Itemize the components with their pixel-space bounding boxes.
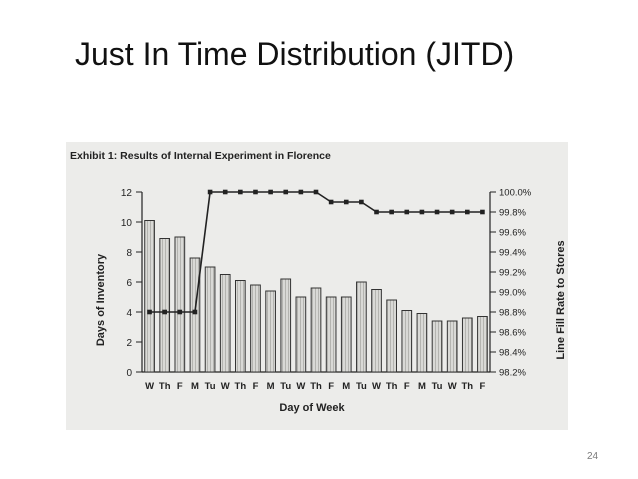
y-tick-label: 8 <box>126 248 132 259</box>
inventory-bar <box>325 296 337 373</box>
inventory-bar <box>265 290 276 373</box>
chart-frame: Exhibit 1: Results of Internal Experimen… <box>66 142 568 430</box>
inventory-bar <box>446 320 458 373</box>
y2-tick-label: 98.6% <box>499 328 526 339</box>
x-tick-label: W <box>372 381 381 392</box>
inventory-bar <box>174 236 186 373</box>
inventory-bar <box>416 313 428 373</box>
fill-rate-point <box>147 309 152 315</box>
y-axis-label: Days of Inventory <box>95 253 107 346</box>
x-tick-label: M <box>191 381 199 392</box>
x-tick-label: F <box>404 381 410 392</box>
inventory-bar <box>280 278 292 373</box>
inventory-bar <box>340 296 352 373</box>
x-tick-label: M <box>418 381 426 392</box>
chart-title: Exhibit 1: Results of Internal Experimen… <box>70 150 331 162</box>
x-tick-label: F <box>480 381 486 392</box>
inventory-bar <box>371 289 382 373</box>
fill-rate-point <box>177 309 183 315</box>
y2-tick-label: 98.8% <box>499 308 526 319</box>
inventory-bar <box>189 257 201 373</box>
x-tick-label: Tu <box>356 381 367 392</box>
inventory-bar <box>204 266 216 373</box>
inventory-bar <box>144 220 155 373</box>
x-tick-label: W <box>145 381 154 392</box>
inventory-fill-rate-chart: Exhibit 1: Results of Internal Experimen… <box>70 150 567 414</box>
inventory-bar <box>477 316 488 373</box>
x-tick-label: M <box>267 381 275 392</box>
x-tick-label: Th <box>461 381 473 392</box>
x-tick-label: F <box>328 381 334 392</box>
fill-rate-point <box>283 189 289 195</box>
y2-tick-label: 99.4% <box>499 248 526 259</box>
y2-tick-label: 99.6% <box>499 228 526 239</box>
inventory-bar <box>461 317 473 373</box>
y2-tick-label: 100.0% <box>499 188 532 199</box>
x-tick-label: M <box>342 381 350 392</box>
slide-title: Just In Time Distribution (JITD) <box>75 36 515 72</box>
x-tick-label: W <box>221 381 230 392</box>
fill-rate-point <box>359 199 364 205</box>
fill-rate-point <box>313 189 319 195</box>
fill-rate-point <box>298 189 304 195</box>
x-tick-label: F <box>177 381 183 392</box>
x-tick-label: Th <box>159 381 171 392</box>
y-tick-label: 4 <box>126 308 132 319</box>
inventory-bar <box>356 281 367 373</box>
y2-axis-label: Line Fill Rate to Stores <box>555 240 567 359</box>
fill-rate-point <box>480 209 485 215</box>
inventory-bar <box>219 274 231 373</box>
y-tick-label: 12 <box>121 188 133 199</box>
fill-rate-point <box>419 209 425 215</box>
x-axis-label: Day of Week <box>279 402 345 414</box>
fill-rate-point <box>449 209 455 215</box>
x-tick-label: Th <box>310 381 322 392</box>
x-tick-label: W <box>448 381 457 392</box>
fill-rate-point <box>268 189 273 195</box>
inventory-bar <box>159 238 171 373</box>
fill-rate-point <box>434 209 440 215</box>
fill-rate-point <box>162 309 167 315</box>
inventory-bar <box>431 320 443 373</box>
inventory-bar <box>235 280 246 373</box>
inventory-bar <box>295 296 307 373</box>
x-tick-label: W <box>296 381 305 392</box>
x-tick-label: Tu <box>205 381 216 392</box>
y2-tick-label: 98.4% <box>499 348 526 359</box>
fill-rate-point <box>253 189 258 195</box>
fill-rate-point <box>207 189 213 195</box>
y-tick-label: 6 <box>126 278 132 289</box>
x-tick-label: F <box>253 381 259 392</box>
y-tick-label: 2 <box>126 338 132 349</box>
inventory-bar <box>401 310 413 373</box>
y2-tick-label: 99.0% <box>499 288 526 299</box>
inventory-bar <box>310 287 322 373</box>
x-tick-label: Th <box>386 381 398 392</box>
inventory-bar <box>250 284 261 373</box>
y2-tick-label: 99.2% <box>499 268 526 279</box>
fill-rate-point <box>374 209 379 215</box>
fill-rate-point <box>192 309 198 315</box>
y2-tick-label: 98.2% <box>499 368 526 379</box>
fill-rate-point <box>238 189 243 195</box>
fill-rate-point <box>404 209 410 215</box>
inventory-bar <box>386 299 397 373</box>
x-tick-label: Tu <box>432 381 443 392</box>
fill-rate-point <box>328 199 334 205</box>
y-tick-label: 0 <box>126 368 132 379</box>
y2-tick-label: 99.8% <box>499 208 526 219</box>
page-number: 24 <box>587 451 599 462</box>
x-tick-label: Tu <box>280 381 291 392</box>
fill-rate-point <box>343 199 349 205</box>
x-tick-label: Th <box>235 381 247 392</box>
fill-rate-point <box>222 189 228 195</box>
y-tick-label: 10 <box>121 218 133 229</box>
fill-rate-point <box>389 209 394 215</box>
fill-rate-point <box>465 209 470 215</box>
